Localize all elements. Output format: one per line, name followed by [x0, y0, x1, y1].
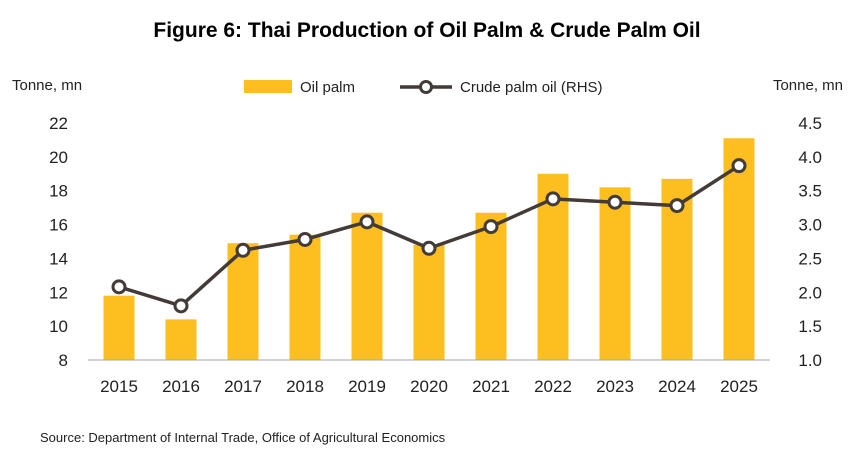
left-axis-label: Tonne, mn: [12, 77, 82, 94]
right-tick-label: 4.5: [798, 114, 822, 133]
crude-palm-oil-point: [483, 219, 499, 235]
oil-palm-bar: [227, 243, 259, 360]
right-tick-label: 3.0: [798, 216, 822, 235]
left-tick-label: 16: [49, 216, 68, 235]
x-tick-label: 2021: [472, 377, 510, 396]
oil-palm-bar: [103, 295, 135, 360]
crude-palm-oil-point: [359, 214, 375, 230]
oil-palm-bar: [289, 234, 321, 360]
right-tick-label: 1.5: [798, 317, 822, 336]
legend-marker-crude-palm-oil: [419, 80, 433, 94]
right-tick-label: 4.0: [798, 148, 822, 167]
x-tick-label: 2016: [162, 377, 200, 396]
x-tick-label: 2018: [286, 377, 324, 396]
left-tick-label: 8: [59, 351, 68, 370]
right-tick-label: 1.0: [798, 351, 822, 370]
crude-palm-oil-point: [545, 191, 561, 207]
crude-palm-oil-point: [669, 198, 685, 214]
source-note: Source: Department of Internal Trade, Of…: [40, 430, 446, 445]
right-axis-ticks: 1.0 1.5 2.0 2.5 3.0 3.5 4.0 4.5: [798, 114, 822, 370]
left-tick-label: 18: [49, 182, 68, 201]
legend-label-crude-palm-oil: Crude palm oil (RHS): [460, 79, 603, 96]
x-tick-label: 2019: [348, 377, 386, 396]
crude-palm-oil-point: [731, 158, 747, 174]
oil-palm-bar: [599, 187, 631, 360]
legend-label-oil-palm: Oil palm: [300, 79, 355, 96]
left-tick-label: 10: [49, 317, 68, 336]
right-tick-label: 2.5: [798, 249, 822, 268]
left-tick-label: 22: [49, 114, 68, 133]
crude-palm-oil-series: [111, 158, 747, 314]
right-tick-label: 3.5: [798, 182, 822, 201]
crude-palm-oil-point: [297, 231, 313, 247]
x-tick-label: 2017: [224, 377, 262, 396]
oil-palm-bar: [351, 212, 383, 360]
legend-swatch-oil-palm: [244, 80, 292, 93]
x-tick-label: 2015: [100, 377, 138, 396]
x-tick-label: 2022: [534, 377, 572, 396]
x-tick-label: 2023: [596, 377, 634, 396]
oil-palm-bar: [165, 319, 197, 360]
crude-palm-oil-point: [421, 240, 437, 256]
x-tick-label: 2024: [658, 377, 696, 396]
right-tick-label: 2.0: [798, 283, 822, 302]
left-tick-label: 14: [49, 249, 68, 268]
oil-palm-bar: [413, 244, 445, 360]
crude-palm-oil-point: [235, 242, 251, 258]
legend: Oil palm Crude palm oil (RHS): [244, 79, 603, 96]
left-tick-label: 20: [49, 148, 68, 167]
crude-palm-oil-point: [111, 279, 127, 295]
crude-palm-oil-point: [607, 194, 623, 210]
x-tick-label: 2020: [410, 377, 448, 396]
right-axis-label: Tonne, mn: [773, 77, 843, 94]
oil-palm-bar: [723, 138, 755, 360]
chart-title: Figure 6: Thai Production of Oil Palm & …: [153, 19, 700, 42]
crude-palm-oil-point: [173, 298, 189, 314]
oil-palm-bars: [103, 138, 755, 360]
left-axis-ticks: 8 10 12 14 16 18 20 22: [49, 114, 68, 370]
x-tick-label: 2025: [720, 377, 758, 396]
x-axis-ticks: 2015 2016 2017 2018 2019 2020 2021 2022 2023 2024…: [100, 377, 758, 396]
oil-palm-bar: [475, 212, 507, 360]
left-tick-label: 12: [49, 283, 68, 302]
